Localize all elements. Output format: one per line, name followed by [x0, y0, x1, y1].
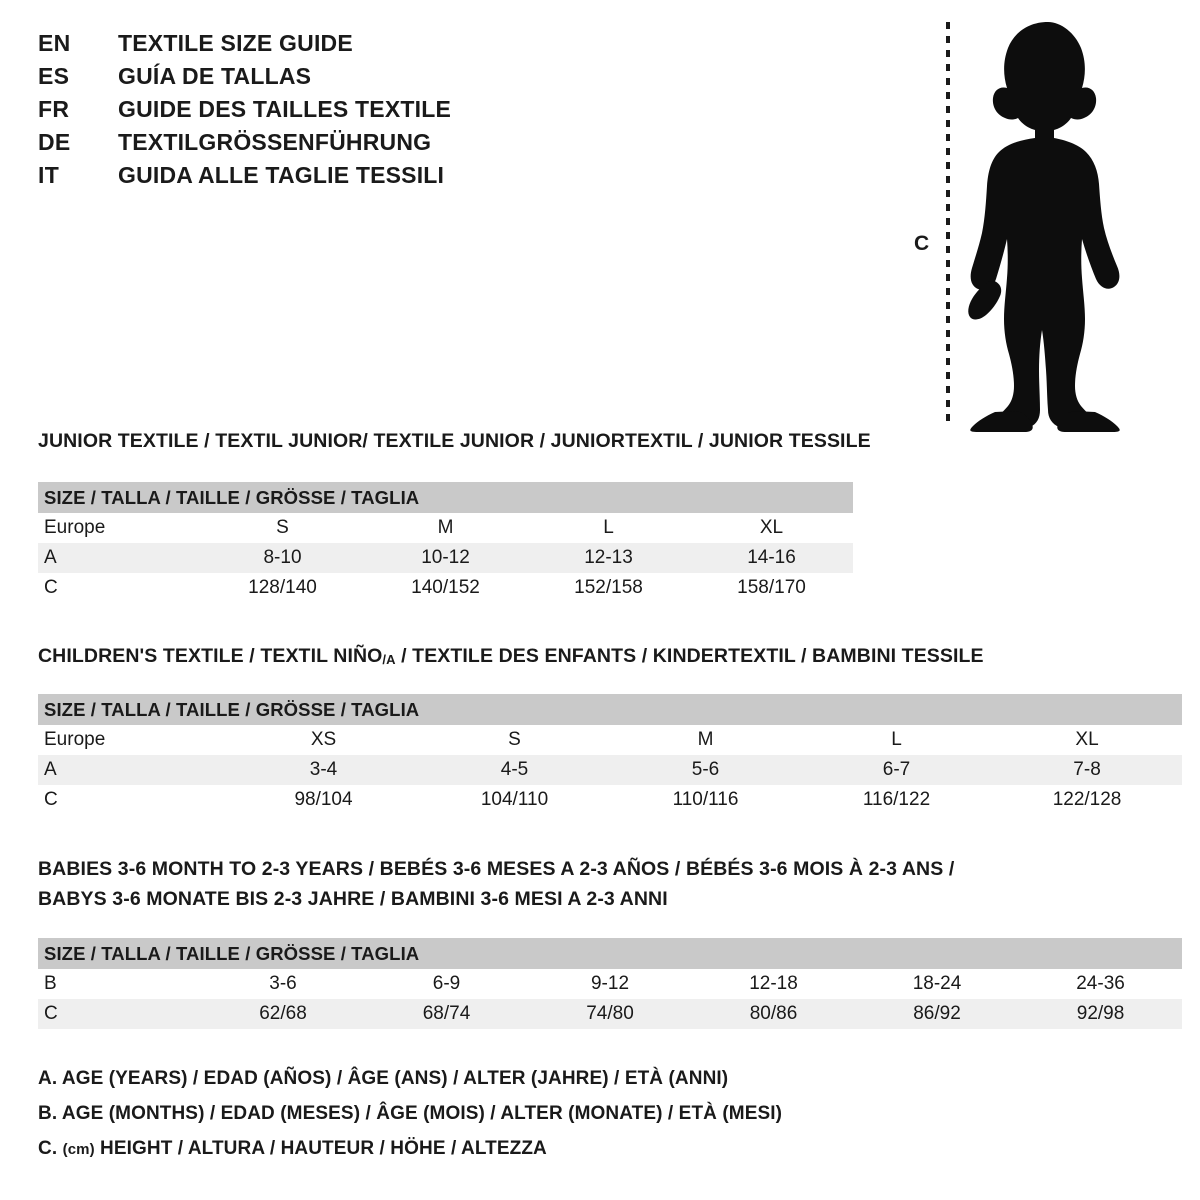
section-title-babies-line2: BABYS 3-6 MONATE BIS 2-3 JAHRE / BAMBINI… — [38, 888, 668, 910]
toddler-silhouette-icon — [968, 22, 1120, 432]
language-row-de: DE TEXTILGRÖSSENFÜHRUNG — [38, 129, 598, 162]
cell-height-2: 68/74 — [365, 999, 528, 1029]
cell-age-m: 10-12 — [364, 543, 527, 573]
table-band-header: SIZE / TALLA / TAILLE / GRÖSSE / TAGLIA — [38, 694, 1183, 725]
cell-height-xl: 158/170 — [690, 573, 854, 603]
cell-months-1: 3-6 — [201, 969, 365, 999]
guide-title-es: GUÍA DE TALLAS — [118, 63, 312, 89]
row-label-a: A — [38, 755, 228, 785]
language-code-de: DE — [38, 129, 71, 155]
cell-size-m: M — [610, 725, 801, 755]
cell-months-4: 12-18 — [692, 969, 855, 999]
table-row: C 98/104 104/110 110/116 116/122 122/128 — [38, 785, 1183, 815]
cell-months-6: 24-36 — [1019, 969, 1183, 999]
cell-size-s: S — [419, 725, 610, 755]
cell-size-xl: XL — [992, 725, 1183, 755]
language-code-es: ES — [38, 63, 70, 89]
cell-age-s: 4-5 — [419, 755, 610, 785]
legend-line-c: C. (cm) HEIGHT / ALTURA / HAUTEUR / HÖHE… — [38, 1138, 782, 1173]
babies-size-table: SIZE / TALLA / TAILLE / GRÖSSE / TAGLIA … — [38, 938, 1183, 1029]
table-row: C 62/68 68/74 74/80 80/86 86/92 92/98 — [38, 999, 1183, 1029]
legend-c-prefix: C. — [38, 1138, 63, 1159]
cell-height-3: 74/80 — [528, 999, 692, 1029]
table-band-header: SIZE / TALLA / TAILLE / GRÖSSE / TAGLIA — [38, 938, 1183, 969]
dashed-measure-line — [946, 22, 950, 427]
guide-title-it: GUIDA ALLE TAGLIE TESSILI — [118, 162, 445, 188]
cell-age-l: 6-7 — [801, 755, 992, 785]
band-label-size: SIZE / TALLA / TAILLE / GRÖSSE / TAGLIA — [38, 482, 854, 513]
row-label-europe: Europe — [38, 725, 228, 755]
language-row-en: EN TEXTILE SIZE GUIDE — [38, 30, 598, 63]
legend-line-a: A. AGE (YEARS) / EDAD (AÑOS) / ÂGE (ANS)… — [38, 1068, 729, 1089]
cell-height-4: 80/86 — [692, 999, 855, 1029]
cell-age-l: 12-13 — [527, 543, 690, 573]
children-title-sub: /A — [382, 652, 396, 667]
table-row: B 3-6 6-9 9-12 12-18 18-24 24-36 — [38, 969, 1183, 999]
children-title-post: / TEXTILE DES ENFANTS / KINDERTEXTIL / B… — [395, 645, 984, 667]
cell-size-l: L — [527, 513, 690, 543]
table-row: C 128/140 140/152 152/158 158/170 — [38, 573, 854, 603]
cell-age-m: 5-6 — [610, 755, 801, 785]
cell-height-xl: 122/128 — [992, 785, 1183, 815]
row-label-b: B — [38, 969, 201, 999]
cell-height-m: 110/116 — [610, 785, 801, 815]
cell-months-3: 9-12 — [528, 969, 692, 999]
junior-size-table: SIZE / TALLA / TAILLE / GRÖSSE / TAGLIA … — [38, 482, 854, 603]
legend-c-text: HEIGHT / ALTURA / HAUTEUR / HÖHE / ALTEZ… — [94, 1138, 547, 1159]
cell-height-5: 86/92 — [855, 999, 1019, 1029]
language-code-it: IT — [38, 162, 60, 188]
cell-size-m: M — [364, 513, 527, 543]
section-title-children: CHILDREN'S TEXTILE / TEXTIL NIÑO/A / TEX… — [38, 645, 984, 668]
band-label-size: SIZE / TALLA / TAILLE / GRÖSSE / TAGLIA — [38, 694, 1183, 725]
row-label-c: C — [38, 999, 201, 1029]
table-row: Europe S M L XL — [38, 513, 854, 543]
table-band-header: SIZE / TALLA / TAILLE / GRÖSSE / TAGLIA — [38, 482, 854, 513]
cell-height-6: 92/98 — [1019, 999, 1183, 1029]
legend-c-unit: (cm) — [62, 1141, 95, 1158]
cell-height-l: 152/158 — [527, 573, 690, 603]
cell-age-xl: 7-8 — [992, 755, 1183, 785]
cell-size-xs: XS — [228, 725, 419, 755]
table-row: A 3-4 4-5 5-6 6-7 7-8 — [38, 755, 1183, 785]
cell-age-xs: 3-4 — [228, 755, 419, 785]
legend-line-b: B. AGE (MONTHS) / EDAD (MESES) / ÂGE (MO… — [38, 1103, 783, 1124]
table-row: Europe XS S M L XL — [38, 725, 1183, 755]
language-row-fr: FR GUIDE DES TAILLES TEXTILE — [38, 96, 598, 129]
guide-title-en: TEXTILE SIZE GUIDE — [118, 30, 353, 56]
cell-height-m: 140/152 — [364, 573, 527, 603]
language-title-block: EN TEXTILE SIZE GUIDE ES GUÍA DE TALLAS … — [38, 30, 598, 195]
height-measure-figure: C — [900, 14, 1130, 434]
children-size-table: SIZE / TALLA / TAILLE / GRÖSSE / TAGLIA … — [38, 694, 1183, 815]
band-label-size: SIZE / TALLA / TAILLE / GRÖSSE / TAGLIA — [38, 938, 1183, 969]
cell-height-s: 128/140 — [201, 573, 364, 603]
guide-title-de: TEXTILGRÖSSENFÜHRUNG — [118, 129, 432, 155]
section-title-junior: JUNIOR TEXTILE / TEXTIL JUNIOR/ TEXTILE … — [38, 430, 871, 452]
language-row-es: ES GUÍA DE TALLAS — [38, 63, 598, 96]
cell-size-xl: XL — [690, 513, 854, 543]
guide-title-fr: GUIDE DES TAILLES TEXTILE — [118, 96, 451, 122]
measure-label-c: C — [914, 232, 930, 255]
cell-size-s: S — [201, 513, 364, 543]
cell-height-s: 104/110 — [419, 785, 610, 815]
language-row-it: IT GUIDA ALLE TAGLIE TESSILI — [38, 162, 598, 195]
cell-size-l: L — [801, 725, 992, 755]
cell-age-xl: 14-16 — [690, 543, 854, 573]
children-title-pre: CHILDREN'S TEXTILE / TEXTIL NIÑO — [38, 645, 383, 667]
row-label-c: C — [38, 573, 201, 603]
cell-age-s: 8-10 — [201, 543, 364, 573]
cell-months-2: 6-9 — [365, 969, 528, 999]
language-code-fr: FR — [38, 96, 70, 122]
cell-height-1: 62/68 — [201, 999, 365, 1029]
row-label-c: C — [38, 785, 228, 815]
row-label-europe: Europe — [38, 513, 201, 543]
section-title-babies-line1: BABIES 3-6 MONTH TO 2-3 YEARS / BEBÉS 3-… — [38, 858, 955, 880]
cell-height-l: 116/122 — [801, 785, 992, 815]
cell-months-5: 18-24 — [855, 969, 1019, 999]
cell-height-xs: 98/104 — [228, 785, 419, 815]
legend-block: A. AGE (YEARS) / EDAD (AÑOS) / ÂGE (ANS)… — [38, 1068, 782, 1173]
language-code-en: EN — [38, 30, 71, 56]
row-label-a: A — [38, 543, 201, 573]
table-row: A 8-10 10-12 12-13 14-16 — [38, 543, 854, 573]
